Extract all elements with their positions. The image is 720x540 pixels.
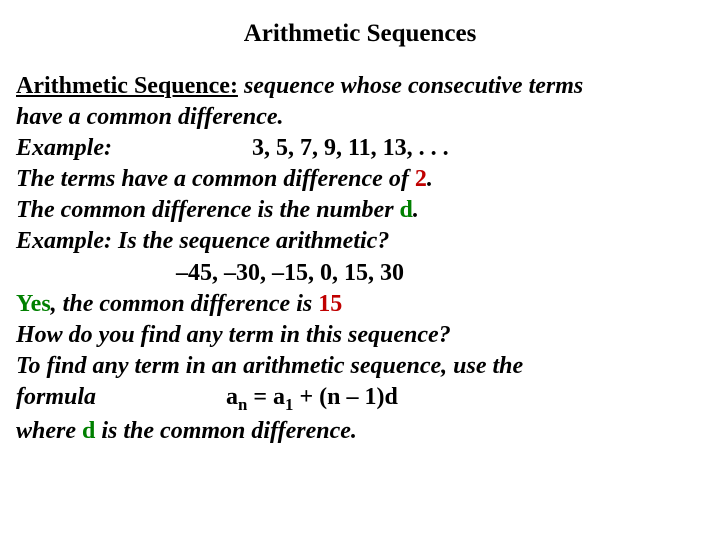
- formula-eq: = a: [247, 384, 285, 410]
- where-line: where d is the common difference.: [16, 416, 704, 447]
- formula-tail: + (n – 1)d: [293, 384, 397, 410]
- answer-rest: , the common difference is: [51, 291, 319, 317]
- example2-label: Example: Is the sequence arithmetic?: [16, 226, 704, 257]
- example2-sequence: –45, –30, –15, 0, 15, 30: [176, 258, 704, 289]
- common-diff-value: 2: [415, 166, 427, 192]
- formula-label: formula: [16, 384, 96, 410]
- common-diff-text-c: .: [427, 166, 433, 192]
- answer-line: Yes, the common difference is 15: [16, 289, 704, 320]
- definition-line2: have a common difference.: [16, 102, 704, 133]
- where-a: where: [16, 418, 82, 444]
- common-diff-line: The terms have a common difference of 2.: [16, 164, 704, 195]
- formula-sub-n: n: [238, 395, 247, 414]
- definition-text: sequence whose consecutive terms: [238, 73, 583, 99]
- formula-intro: To find any term in an arithmetic sequen…: [16, 351, 704, 382]
- common-diff-text-a: The terms have a common difference of: [16, 166, 415, 192]
- definition-line1: Arithmetic Sequence: sequence whose cons…: [16, 71, 704, 102]
- where-c: is the common difference.: [95, 418, 357, 444]
- formula-expr: an = a1 + (n – 1)d: [226, 382, 398, 416]
- how-line: How do you find any term in this sequenc…: [16, 320, 704, 351]
- example1-sequence: 3, 5, 7, 9, 11, 13, . . .: [252, 133, 449, 164]
- example1-line: Example: 3, 5, 7, 9, 11, 13, . . .: [16, 133, 704, 164]
- d-symbol: d: [400, 197, 413, 223]
- where-d: d: [82, 418, 95, 444]
- term-label: Arithmetic Sequence:: [16, 73, 238, 99]
- answer-yes: Yes: [16, 291, 51, 317]
- content-body: Arithmetic Sequence: sequence whose cons…: [16, 71, 704, 448]
- answer-value: 15: [318, 291, 342, 317]
- d-text-a: The common difference is the number: [16, 197, 400, 223]
- d-text-c: .: [413, 197, 419, 223]
- d-line: The common difference is the number d.: [16, 195, 704, 226]
- formula-line: formula an = a1 + (n – 1)d: [16, 382, 704, 416]
- page-title: Arithmetic Sequences: [16, 18, 704, 51]
- formula-a: a: [226, 384, 238, 410]
- example1-label: Example:: [16, 135, 112, 161]
